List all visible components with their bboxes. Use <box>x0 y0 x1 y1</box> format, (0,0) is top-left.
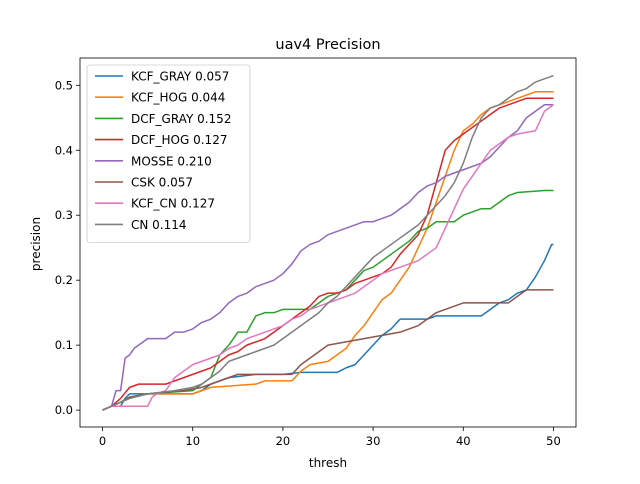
series-line-mosse <box>102 104 554 411</box>
y-tick-label: 0.5 <box>55 78 73 92</box>
x-tick-label: 20 <box>276 434 291 448</box>
series-line-cn <box>102 74 554 411</box>
legend-label-cn: CN 0.114 <box>131 218 187 232</box>
legend-label-dcf-gray: DCF_GRAY 0.152 <box>131 112 231 126</box>
legend-label-csk: CSK 0.057 <box>131 176 193 190</box>
y-tick-label: 0.0 <box>55 403 73 417</box>
chart-title: uav4 Precision <box>275 37 380 53</box>
series-line-csk <box>102 289 554 411</box>
legend-label-kcf-gray: KCF_GRAY 0.057 <box>131 70 229 84</box>
legend-label-mosse: MOSSE 0.210 <box>131 154 212 168</box>
x-axis-label: thresh <box>309 456 347 470</box>
x-tick-label: 0 <box>99 434 106 448</box>
y-axis-label: precision <box>29 217 43 271</box>
y-tick-label: 0.2 <box>55 273 73 287</box>
plot-area: 0 10 20 30 40 50 0.0 0.1 0.2 0.3 0.4 0.5 <box>55 57 577 448</box>
x-tick-label: 50 <box>546 434 561 448</box>
series-line-dcf-hog <box>102 97 554 411</box>
x-tick-label: 40 <box>456 434 471 448</box>
legend-label-kcf-hog: KCF_HOG 0.044 <box>131 91 225 105</box>
series-lines <box>102 74 554 411</box>
x-tick-label: 30 <box>366 434 381 448</box>
legend-label-dcf-hog: DCF_HOG 0.127 <box>131 133 227 147</box>
legend-box <box>86 64 251 244</box>
legend-label-kcf-cn: KCF_CN 0.127 <box>131 197 215 211</box>
x-tick-label: 10 <box>185 434 200 448</box>
plot-frame <box>79 57 577 428</box>
y-tick-label: 0.4 <box>55 143 73 157</box>
legend: KCF_GRAY 0.057 KCF_HOG 0.044 DCF_GRAY 0.15… <box>86 64 251 244</box>
y-tick-label: 0.3 <box>55 208 73 222</box>
y-tick-label: 0.1 <box>55 338 73 352</box>
